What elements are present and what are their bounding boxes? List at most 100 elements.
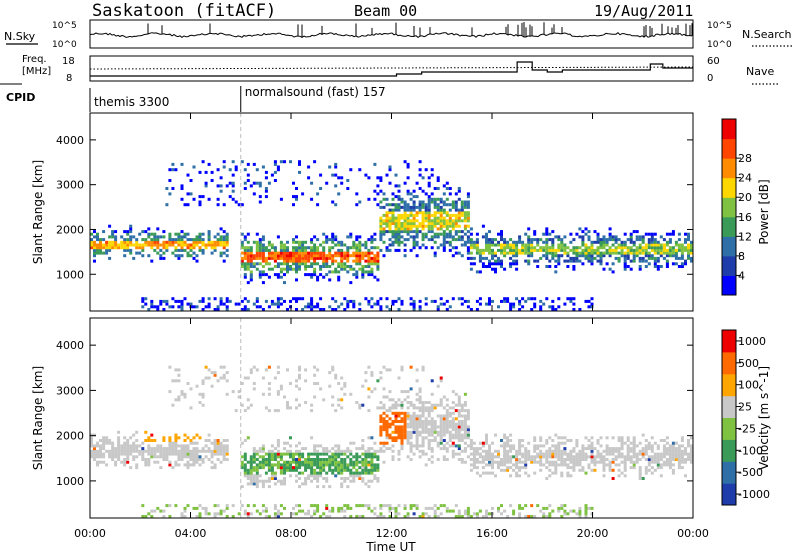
heatmap-cell <box>671 251 675 255</box>
heatmap-cell <box>623 240 627 244</box>
heatmap-cell <box>430 219 434 223</box>
heatmap-cell <box>394 401 398 404</box>
heatmap-cell <box>430 455 434 459</box>
heatmap-cell <box>653 452 657 456</box>
heatmap-cell <box>183 243 187 247</box>
heatmap-cell <box>328 256 332 260</box>
heatmap-cell <box>370 270 374 274</box>
heatmap-cell <box>168 305 172 309</box>
heatmap-cell <box>512 509 516 513</box>
heatmap-cell <box>406 417 410 421</box>
heatmap-cell <box>246 246 250 250</box>
heatmap-cell <box>403 211 407 215</box>
heatmap-cell <box>340 267 344 271</box>
heatmap-cell <box>222 458 226 461</box>
heatmap-cell <box>373 452 377 456</box>
heatmap-cell <box>255 254 259 258</box>
heatmap-cell <box>147 232 151 236</box>
heatmap-cell <box>475 452 479 456</box>
heatmap-cell <box>261 235 265 239</box>
heatmap-cell <box>554 463 558 467</box>
heatmap-cell <box>313 512 317 516</box>
heatmap-cell <box>512 251 516 255</box>
heatmap-cell <box>614 240 618 244</box>
heatmap-cell <box>216 458 220 461</box>
heatmap-cell <box>421 512 425 516</box>
heatmap-cell <box>216 243 220 247</box>
heatmap-cell <box>295 251 298 255</box>
heatmap-cell <box>406 238 410 242</box>
heatmap-cell <box>590 441 594 445</box>
heatmap-cell <box>439 447 443 451</box>
heatmap-cell <box>572 449 576 453</box>
heatmap-cell <box>445 422 449 426</box>
heatmap-cell <box>156 305 160 309</box>
heatmap-cell <box>295 270 298 274</box>
heatmap-cell <box>581 468 585 472</box>
heatmap-cell <box>578 251 582 255</box>
heatmap-cell <box>509 308 513 311</box>
heatmap-cell <box>189 246 193 250</box>
heatmap-cell <box>189 192 193 196</box>
heatmap-cell <box>243 474 247 478</box>
heatmap-cell <box>457 512 461 516</box>
heatmap-cell <box>400 428 404 432</box>
heatmap-cell <box>433 422 437 426</box>
heatmap-cell <box>331 468 335 472</box>
heatmap-cell <box>638 441 642 445</box>
heatmap-cell <box>445 227 449 231</box>
heatmap-cell <box>418 425 422 429</box>
heatmap-cell <box>258 305 262 309</box>
heatmap-cell <box>542 254 546 258</box>
heatmap-cell <box>596 240 600 244</box>
heatmap-cell <box>346 187 350 190</box>
heatmap-cell <box>614 235 618 239</box>
heatmap-cell <box>261 308 265 311</box>
heatmap-cell <box>313 248 317 252</box>
heatmap-cell <box>376 256 380 260</box>
heatmap-cell <box>623 455 627 459</box>
heatmap-cell <box>147 227 151 231</box>
heatmap-cell <box>286 267 289 271</box>
heatmap-cell <box>394 216 398 220</box>
heatmap-cell <box>298 262 301 266</box>
heatmap-cell <box>572 302 576 306</box>
heatmap-cell <box>668 248 672 252</box>
heatmap-cell <box>500 265 503 268</box>
heatmap-cell <box>475 240 479 244</box>
heatmap-cell <box>548 512 552 516</box>
heatmap-cell <box>129 436 133 440</box>
heatmap-cell <box>358 504 362 508</box>
heatmap-cell <box>569 458 573 461</box>
heatmap-cell <box>560 452 564 456</box>
heatmap-cell <box>382 395 386 399</box>
heatmap-cell <box>680 246 684 250</box>
heatmap-cell <box>439 243 443 247</box>
heatmap-cell <box>219 449 223 453</box>
heatmap-cell <box>406 162 410 166</box>
heatmap-cell <box>295 384 298 388</box>
heatmap-cell <box>222 230 226 234</box>
heatmap-cell <box>213 515 217 518</box>
heatmap-cell <box>599 246 603 250</box>
heatmap-cell <box>533 297 537 301</box>
heatmap-cell <box>183 232 187 236</box>
heatmap-cell <box>439 208 443 212</box>
heatmap-cell <box>361 403 365 407</box>
heatmap-cell <box>367 506 371 510</box>
heatmap-cell <box>298 162 301 166</box>
heatmap-cell <box>346 254 350 258</box>
heatmap-cell <box>442 211 446 215</box>
heatmap-cell <box>644 449 648 453</box>
heatmap-cell <box>379 235 383 239</box>
heatmap-cell <box>252 449 256 453</box>
heatmap-cell <box>267 458 271 461</box>
heatmap-cell <box>566 474 570 478</box>
heatmap-cell <box>491 463 494 467</box>
heatmap-cell <box>590 302 594 306</box>
heatmap-cell <box>382 213 386 217</box>
heatmap-cell <box>159 449 163 453</box>
heatmap-cell <box>283 299 286 303</box>
heatmap-cell <box>433 213 437 217</box>
heatmap-cell <box>454 203 458 207</box>
